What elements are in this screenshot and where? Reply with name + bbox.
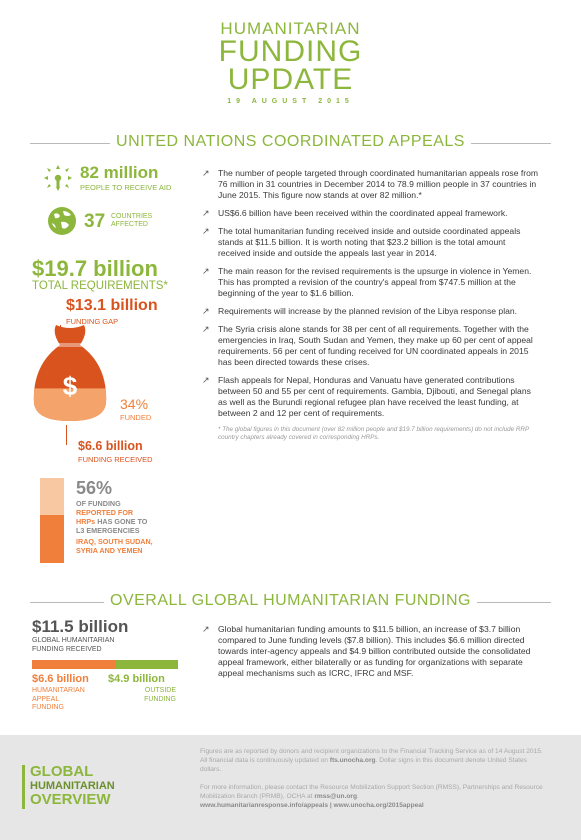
outside-label2: FUNDING bbox=[144, 695, 176, 703]
funding-gap-label: FUNDING GAP bbox=[66, 317, 119, 326]
footer-contact: For more information, please contact the… bbox=[200, 783, 550, 810]
global-funding-label2: FUNDING RECEIVED bbox=[32, 645, 102, 653]
arrow-icon: ↗ bbox=[202, 226, 210, 236]
appeal-label1: HUMANITARIAN bbox=[32, 687, 85, 694]
funded-percent: 34% bbox=[120, 396, 149, 412]
section1-title: UNITED NATIONS COORDINATED APPEALS bbox=[110, 133, 471, 150]
bullet-text: The number of people targeted through co… bbox=[218, 168, 539, 200]
arrow-icon: ↗ bbox=[202, 375, 210, 385]
arrow-icon: ↗ bbox=[202, 208, 210, 218]
bullet-item: ↗ US$6.6 billion have been received withi… bbox=[200, 208, 540, 219]
funding-received-value: $6.6 billion bbox=[78, 439, 143, 453]
bullet-text: The total humanitarian funding received … bbox=[218, 226, 521, 258]
bullet-text: Global humanitarian funding amounts to $… bbox=[218, 624, 531, 678]
footer-text: For more information, please contact the… bbox=[200, 784, 543, 800]
outside-funding-value: $4.9 billion bbox=[108, 673, 165, 685]
hrp-bar bbox=[40, 478, 64, 563]
arrow-icon: ↗ bbox=[202, 624, 210, 634]
countries-label2: AFFECTED bbox=[111, 221, 148, 228]
section2-title: OVERALL GLOBAL HUMANITARIAN FUNDING bbox=[104, 592, 477, 609]
bullet-item: ↗ The main reason for the revised require… bbox=[200, 266, 540, 299]
gho-logo: GLOBAL HUMANITARIAN OVERVIEW bbox=[22, 763, 115, 809]
bullet-text: Requirements will increase by the planne… bbox=[218, 306, 518, 316]
connector-line bbox=[66, 425, 67, 445]
people-value: 82 million bbox=[80, 163, 159, 182]
hrp-text3b: HAS GONE TO bbox=[97, 517, 148, 526]
arrow-icon: ↗ bbox=[202, 266, 210, 276]
appeals-bullet-list: ↗ The number of people targeted through c… bbox=[200, 168, 540, 442]
bullet-text: The main reason for the revised requirem… bbox=[218, 266, 532, 298]
footnote: * The global figures in this document (o… bbox=[218, 426, 529, 441]
globe-icon bbox=[48, 207, 76, 235]
global-funding-label1: GLOBAL HUMANITARIAN bbox=[32, 637, 115, 644]
people-label: PEOPLE TO RECEIVE AID bbox=[80, 183, 172, 192]
arrow-icon: ↗ bbox=[202, 168, 210, 178]
bullet-item: ↗ Requirements will increase by the plann… bbox=[200, 306, 540, 317]
hrp-text1: OF FUNDING bbox=[76, 499, 121, 508]
header: HUMANITARIAN FUNDING UPDATE 19 AUGUST 20… bbox=[0, 19, 581, 106]
funded-fill bbox=[33, 388, 107, 421]
funding-split-bar bbox=[32, 660, 178, 669]
money-bag-icon: $ bbox=[33, 325, 107, 421]
hrp-description: OF FUNDING REPORTED FOR HRPs HAS GONE TO… bbox=[76, 499, 153, 555]
countries-label1: COUNTRIES bbox=[111, 213, 153, 220]
global-funding-bullets: ↗ Global humanitarian funding amounts to… bbox=[200, 624, 540, 686]
appeal-label3: FUNDING bbox=[32, 704, 64, 711]
hrp-text3a: HRPs bbox=[76, 517, 96, 526]
footer-text: . bbox=[357, 793, 359, 800]
hrp-bar-fill bbox=[40, 515, 64, 563]
footer-sources: Figures are as reported by donors and re… bbox=[200, 747, 550, 774]
footer: GLOBAL HUMANITARIAN OVERVIEW Figures are… bbox=[0, 735, 581, 840]
funding-gap-value: $13.1 billion bbox=[66, 297, 158, 314]
countries-value: 37 bbox=[84, 211, 106, 232]
funding-received-label: FUNDING RECEIVED bbox=[78, 455, 153, 464]
title-line2: FUNDING bbox=[218, 35, 363, 68]
hrp-text5: IRAQ, SOUTH SUDAN, bbox=[76, 537, 153, 546]
total-requirements-label: TOTAL REQUIREMENTS* bbox=[32, 280, 168, 292]
appeal-share-fill bbox=[32, 660, 116, 669]
hrp-text6: SYRIA AND YEMEN bbox=[76, 546, 143, 555]
total-requirements-value: $19.7 billion bbox=[32, 256, 158, 281]
website-links[interactable]: www.humanitarianresponse.info/appeals | … bbox=[200, 802, 424, 809]
fts-link[interactable]: fts.unocha.org bbox=[329, 757, 376, 764]
arrow-icon: ↗ bbox=[202, 324, 210, 334]
report-date: 19 AUGUST 2015 bbox=[227, 98, 354, 105]
bullet-item: ↗ Flash appeals for Nepal, Honduras and V… bbox=[200, 375, 540, 419]
connector-line bbox=[60, 325, 61, 341]
bullet-item: ↗ The total humanitarian funding received… bbox=[200, 226, 540, 259]
people-icon bbox=[44, 165, 72, 191]
global-funding-value: $11.5 billion bbox=[32, 617, 129, 636]
logo-line2: HUMANITARIAN bbox=[30, 780, 115, 792]
hrp-text4: L3 EMERGENCIES bbox=[76, 526, 140, 535]
bullet-item: ↗ Global humanitarian funding amounts to… bbox=[200, 624, 540, 679]
svg-text:$: $ bbox=[63, 371, 78, 401]
footer-text: Figures are as reported by donors and re… bbox=[200, 748, 543, 764]
appeal-funding-value: $6.6 billion bbox=[32, 673, 89, 685]
section2-header: OVERALL GLOBAL HUMANITARIAN FUNDING bbox=[0, 592, 581, 612]
logo-line3: OVERVIEW bbox=[30, 791, 111, 808]
section1-header: UNITED NATIONS COORDINATED APPEALS bbox=[0, 133, 581, 153]
funded-label: FUNDED bbox=[120, 413, 152, 422]
logo-line1: GLOBAL bbox=[30, 763, 94, 780]
title-line1: HUMANITARIAN bbox=[220, 19, 361, 38]
outside-label1: OUTSIDE bbox=[144, 687, 176, 694]
hrp-text2: REPORTED FOR bbox=[76, 508, 134, 517]
footer-text: . Dollar signs in this document denote U… bbox=[200, 757, 527, 773]
bullet-item: ↗ The Syria crisis alone stands for 38 pe… bbox=[200, 324, 540, 368]
bullet-item: ↗ The number of people targeted through c… bbox=[200, 168, 540, 201]
bullet-text: US$6.6 billion have been received within… bbox=[218, 208, 508, 218]
title-line3: UPDATE bbox=[227, 63, 354, 96]
bullet-text: The Syria crisis alone stands for 38 per… bbox=[218, 324, 533, 367]
hrp-percent: 56% bbox=[76, 478, 113, 498]
arrow-icon: ↗ bbox=[202, 306, 210, 316]
appeal-label2: APPEAL bbox=[32, 695, 60, 703]
bullet-text: Flash appeals for Nepal, Honduras and Va… bbox=[218, 375, 531, 418]
email-link[interactable]: rmss@un.org bbox=[314, 793, 358, 800]
